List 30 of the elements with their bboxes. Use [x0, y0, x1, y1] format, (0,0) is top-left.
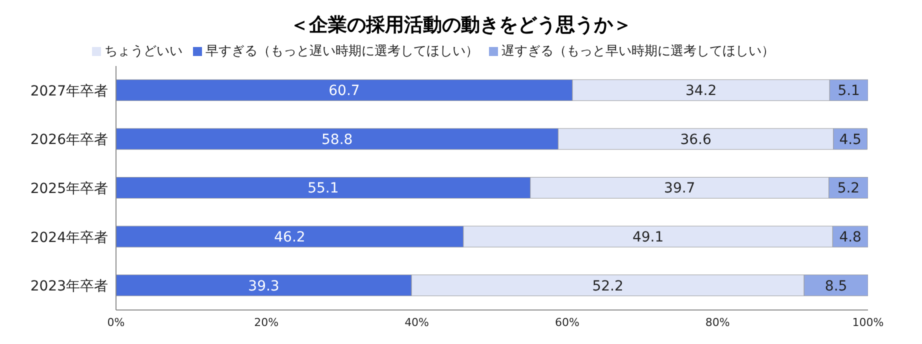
legend-label: 早すぎる（もっと遅い時期に選考してほしい）	[206, 44, 478, 59]
data-label: 49.1	[632, 230, 664, 246]
data-label: 60.7	[328, 83, 360, 100]
y-tick-label: 2026年卒者	[30, 132, 108, 148]
data-label: 58.8	[322, 132, 353, 148]
data-label: 39.7	[664, 180, 696, 197]
data-label: 55.1	[308, 180, 339, 197]
data-label: 5.1	[838, 83, 860, 100]
data-label: 52.2	[592, 278, 624, 294]
x-tick-label: 0%	[107, 316, 125, 329]
x-tick-label: 60%	[554, 316, 580, 329]
legend-label: ちょうどいい	[104, 44, 182, 59]
x-tick-label: 40%	[404, 316, 430, 329]
chart-title: ＜企業の採用活動の動きをどう思うか＞	[289, 13, 633, 38]
y-tick-label: 2027年卒者	[30, 83, 108, 100]
legend-label: 遅すぎる（もっと早い時期に選考してほしい）	[502, 44, 774, 59]
x-tick-label: 100%	[852, 316, 884, 329]
data-label: 5.2	[837, 180, 860, 197]
y-tick-label: 2023年卒者	[30, 278, 108, 295]
data-label: 4.8	[839, 230, 862, 246]
data-label: 46.2	[274, 230, 306, 246]
x-tick-label: 80%	[705, 316, 730, 329]
data-label: 8.5	[824, 278, 848, 294]
data-label: 4.5	[839, 132, 862, 148]
data-label: 36.6	[680, 132, 712, 148]
y-tick-label: 2025年卒者	[30, 180, 108, 197]
data-label: 34.2	[685, 83, 717, 100]
y-tick-label: 2024年卒者	[30, 230, 108, 246]
x-tick-label: 20%	[254, 316, 279, 329]
data-label: 39.3	[248, 278, 280, 294]
